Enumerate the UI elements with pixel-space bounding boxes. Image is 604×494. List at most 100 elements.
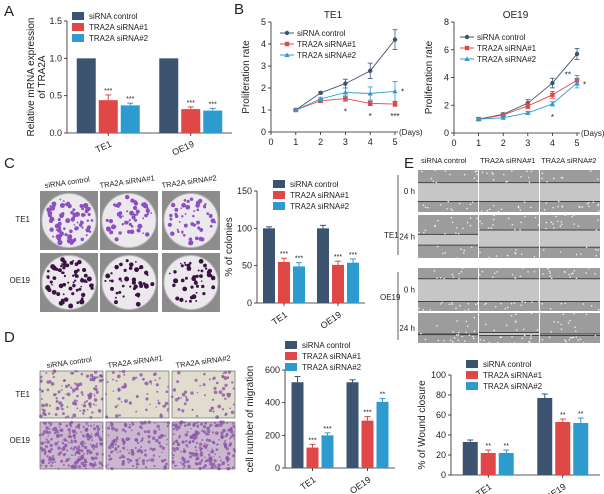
cell-speck (505, 324, 508, 327)
colony-dot (110, 279, 114, 283)
colony-dot (189, 261, 192, 265)
migrated-cell (163, 465, 167, 469)
migrated-cell (202, 383, 206, 387)
migrated-cell (140, 446, 143, 448)
colony-dot (85, 227, 91, 233)
migrated-cell (223, 439, 227, 443)
migrated-cell (184, 439, 188, 443)
x-tick-label: TE1 (270, 309, 289, 327)
migrated-cell (67, 464, 70, 467)
colony-dot (62, 293, 65, 296)
colony-dot (126, 210, 129, 213)
point-marker (525, 103, 530, 109)
migrated-cell (81, 434, 85, 437)
migrated-cell (54, 460, 57, 463)
point-marker (343, 96, 348, 101)
migrated-cell (164, 434, 166, 437)
migrated-cell (85, 421, 88, 425)
migrated-cell (132, 376, 136, 381)
migrated-cell (95, 404, 97, 407)
cell-speck (541, 302, 543, 305)
point-marker (392, 37, 398, 42)
migrated-cell (51, 372, 55, 375)
point-marker (476, 116, 482, 122)
migrated-cell (200, 459, 203, 463)
colony-dot (52, 235, 55, 238)
cell-speck (469, 203, 472, 206)
cell-speck (460, 270, 463, 273)
migrated-cell (41, 448, 45, 452)
cell-speck (597, 210, 600, 212)
colony-dot (64, 233, 68, 237)
migrated-cell (218, 456, 221, 458)
migrated-cell (107, 463, 110, 466)
migrated-cell (48, 421, 52, 425)
column-header: siRNA control (46, 355, 93, 370)
migrated-cell (52, 427, 56, 432)
cell-speck (481, 270, 484, 273)
cell-speck (457, 333, 460, 336)
x-tick-label: TE1 (298, 474, 317, 492)
colony-photo-te1 (162, 191, 220, 250)
migrated-cell (232, 424, 236, 428)
significance-stars: *** (126, 96, 134, 103)
colony-dot (62, 282, 67, 287)
migrated-cell (163, 421, 166, 423)
cell-speck (560, 323, 562, 326)
colony-dot (143, 202, 147, 205)
colony-dot (80, 212, 86, 217)
migrated-cell (38, 433, 42, 437)
cell-speck (463, 173, 466, 176)
cell-speck (519, 275, 522, 278)
cell-speck (460, 248, 462, 250)
migrated-cell (57, 446, 61, 450)
colony-dot (135, 209, 140, 214)
cell-speck (483, 303, 486, 306)
migrated-cell (224, 443, 227, 446)
migrated-cell (170, 395, 174, 398)
cell-speck (457, 232, 460, 235)
cell-speck (541, 338, 544, 341)
migrated-cell (185, 395, 188, 399)
cell-speck (524, 301, 527, 304)
bar (332, 264, 344, 303)
migrated-cell (96, 376, 99, 379)
colony-dot (134, 267, 139, 273)
migrated-cell (198, 461, 202, 466)
migrated-cell (188, 466, 190, 468)
migrated-cell (160, 433, 164, 438)
cell-speck (504, 307, 507, 310)
migrated-cell (88, 402, 92, 407)
colony-dot (143, 283, 149, 289)
migrated-cell (70, 371, 73, 375)
legend-label: siRNA control (302, 341, 351, 350)
migrated-cell (208, 439, 212, 443)
migrated-cell (67, 435, 71, 439)
cell-speck (451, 303, 454, 305)
migrated-cell (95, 390, 99, 394)
column-header: TRA2A siRNA#2 (541, 156, 596, 165)
migrated-cell (87, 424, 90, 427)
migrated-cell (123, 373, 126, 376)
colony-dot (128, 222, 132, 227)
cell-speck (496, 271, 498, 273)
cell-speck (479, 251, 481, 254)
cell-speck (424, 206, 427, 209)
migrated-cell (116, 437, 119, 441)
migrated-cell (111, 423, 114, 425)
migrated-cell (134, 446, 137, 450)
cell-speck (553, 321, 556, 323)
cell-speck (577, 339, 579, 341)
colony-dot (120, 280, 123, 282)
migrated-cell (231, 422, 234, 425)
colony-dot (109, 279, 112, 282)
cell-speck (473, 177, 476, 180)
point-marker (549, 101, 555, 106)
migrated-cell (141, 437, 144, 440)
migrated-cell (109, 457, 113, 461)
significance-stars: *** (308, 437, 316, 444)
migrated-cell (135, 438, 139, 442)
migrated-cell (182, 449, 187, 454)
migrated-cell (150, 383, 152, 385)
